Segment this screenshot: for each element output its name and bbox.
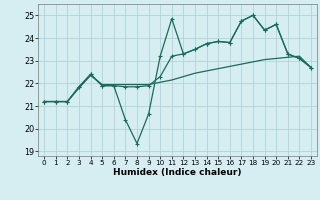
X-axis label: Humidex (Indice chaleur): Humidex (Indice chaleur): [113, 168, 242, 177]
